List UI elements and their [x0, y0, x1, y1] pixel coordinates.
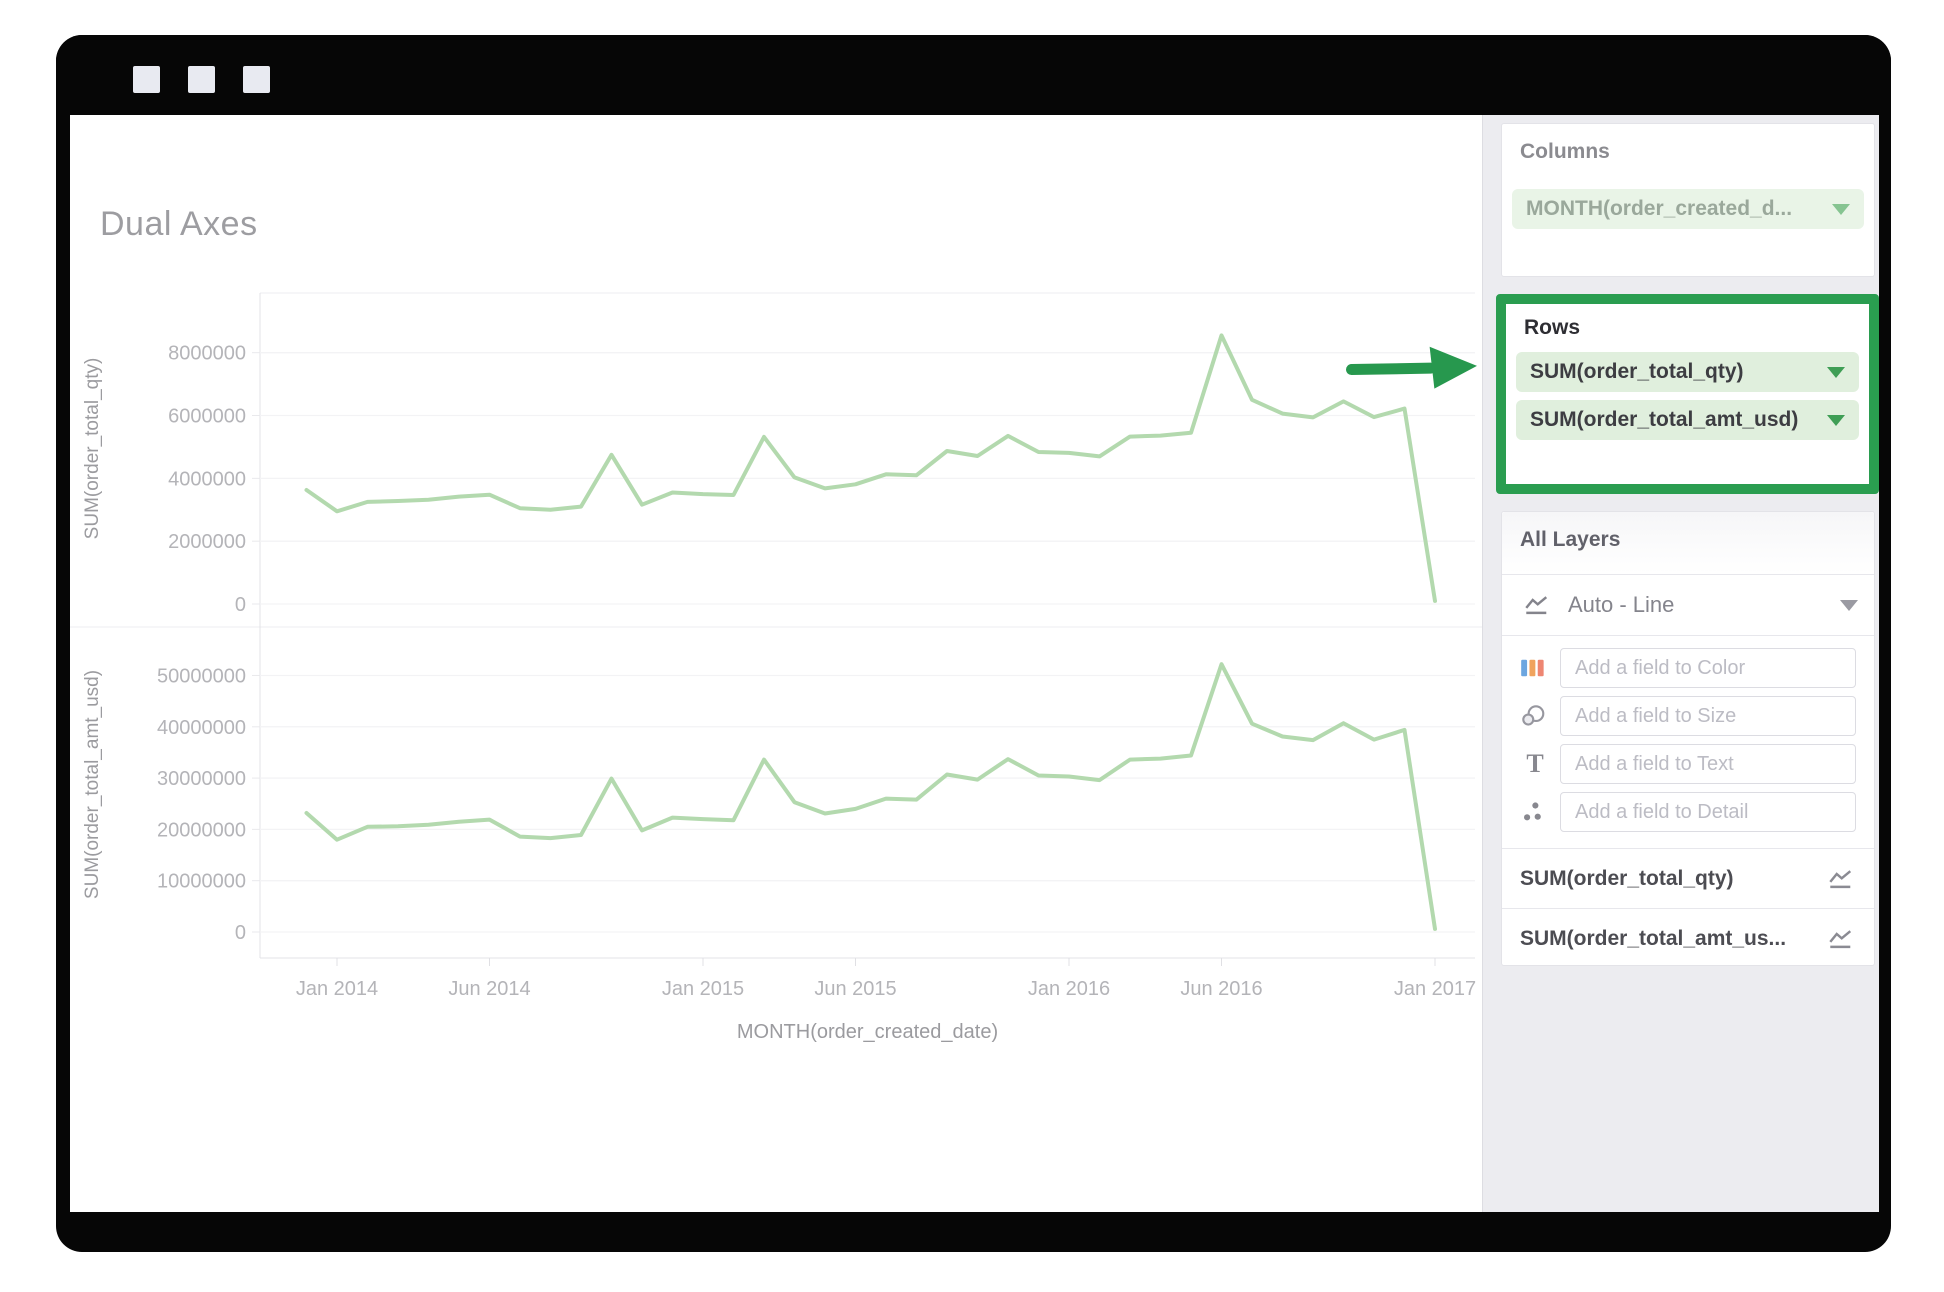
y-tick-label: 10000000: [157, 871, 246, 893]
line-chart-icon: [1829, 929, 1852, 948]
y-tick-label: 0: [235, 922, 246, 944]
encoding-fields: T: [1502, 636, 1874, 848]
y-tick-label: 8000000: [168, 343, 246, 365]
rows-field-label: SUM(order_total_qty): [1530, 360, 1744, 383]
divider: [1502, 574, 1874, 575]
x-tick-label: Jun 2015: [814, 978, 896, 1000]
rows-header: Rows: [1524, 316, 1581, 339]
text-field-row: T: [1502, 740, 1874, 788]
chart-canvas-area: Dual Axes 0 2000000 4000000 6000000 8000000 S…: [70, 115, 1482, 1212]
rows-highlight-box: Rows SUM(order_total_qty) SUM(order_tota…: [1496, 294, 1879, 494]
y-tick-label: 30000000: [157, 768, 246, 790]
chevron-down-icon[interactable]: [1832, 203, 1850, 215]
layer-label: SUM(order_total_qty): [1520, 866, 1734, 890]
dual-axes-chart: 0 2000000 4000000 6000000 8000000 SUM(order_t…: [70, 230, 1482, 1060]
amt-usd-line-series: [304, 662, 1437, 931]
layer-label: SUM(order_total_amt_us...: [1520, 926, 1787, 950]
window-titlebar: [56, 35, 1891, 115]
x-tick-label: Jan 2016: [1028, 978, 1110, 1000]
columns-header: Columns: [1520, 140, 1610, 163]
divider: [1502, 635, 1874, 636]
add-field-to-detail-input[interactable]: [1560, 792, 1856, 832]
rows-field-label: SUM(order_total_amt_usd): [1530, 408, 1799, 431]
y-tick-label: 4000000: [168, 468, 246, 490]
layer-row-amt[interactable]: SUM(order_total_amt_us...: [1502, 909, 1874, 968]
color-field-row: [1502, 644, 1874, 692]
color-bars-icon: [1520, 657, 1550, 679]
all-layers-card: All Layers Auto - Line: [1501, 511, 1875, 966]
y-tick-label: 0: [235, 594, 246, 616]
x-tick-label: Jan 2017: [1394, 978, 1476, 1000]
detail-field-row: [1502, 788, 1874, 836]
rows-field-pill-qty[interactable]: SUM(order_total_qty): [1516, 352, 1859, 392]
divider: [1502, 848, 1874, 849]
add-field-to-color-input[interactable]: [1560, 648, 1856, 688]
add-field-to-text-input[interactable]: [1560, 744, 1856, 784]
size-field-row: [1502, 692, 1874, 740]
columns-field-pill[interactable]: MONTH(order_created_d...: [1512, 189, 1864, 229]
x-tick-label: Jun 2014: [448, 978, 530, 1000]
add-field-to-size-input[interactable]: [1560, 696, 1856, 736]
y-tick-label: 2000000: [168, 531, 246, 553]
y-axis-title: SUM(order_total_amt_usd): [82, 670, 103, 899]
chevron-down-icon[interactable]: [1827, 366, 1845, 378]
annotation-arrow-icon: [1346, 346, 1477, 389]
window-button-3[interactable]: [243, 66, 270, 93]
window-button-1[interactable]: [133, 66, 160, 93]
line-chart-icon: [1829, 869, 1852, 888]
qty-line-series: [304, 333, 1437, 603]
detail-dots-icon: [1520, 800, 1550, 824]
y-axis-title: SUM(order_total_qty): [82, 358, 103, 540]
layer-row-qty[interactable]: SUM(order_total_qty): [1502, 849, 1874, 908]
app-content: Dual Axes 0 2000000 4000000 6000000 8000000 S…: [70, 115, 1879, 1212]
chevron-down-icon[interactable]: [1827, 414, 1845, 426]
columns-field-label: MONTH(order_created_d...: [1526, 197, 1793, 220]
page-title: Dual Axes: [100, 205, 258, 243]
rows-field-pill-amt[interactable]: SUM(order_total_amt_usd): [1516, 400, 1859, 440]
text-T-icon: T: [1526, 749, 1544, 778]
x-tick-label: Jan 2015: [662, 978, 744, 1000]
all-layers-header: All Layers: [1502, 512, 1874, 574]
y-tick-label: 50000000: [157, 665, 246, 687]
divider: [1502, 908, 1874, 909]
size-circles-icon: [1520, 704, 1550, 728]
y-tick-label: 20000000: [157, 819, 246, 841]
columns-card: Columns MONTH(order_created_d...: [1501, 123, 1875, 277]
y-tick-label: 40000000: [157, 717, 246, 739]
shelf-sidebar: Columns MONTH(order_created_d... Rows SU…: [1482, 115, 1879, 1212]
x-axis-title: MONTH(order_created_date): [737, 1021, 998, 1043]
line-chart-icon: [1525, 596, 1548, 615]
chevron-down-icon[interactable]: [1840, 599, 1858, 611]
y-tick-label: 6000000: [168, 406, 246, 428]
mark-type-label: Auto - Line: [1568, 592, 1675, 617]
dual-axes-chart-svg: 0 2000000 4000000 6000000 8000000 SUM(order_t…: [70, 292, 1482, 1043]
x-tick-label: Jun 2016: [1180, 978, 1262, 1000]
window-button-2[interactable]: [188, 66, 215, 93]
app-window: Dual Axes 0 2000000 4000000 6000000 8000000 S…: [56, 35, 1891, 1252]
mark-type-dropdown[interactable]: Auto - Line: [1502, 575, 1874, 635]
x-tick-label: Jan 2014: [296, 978, 378, 1000]
